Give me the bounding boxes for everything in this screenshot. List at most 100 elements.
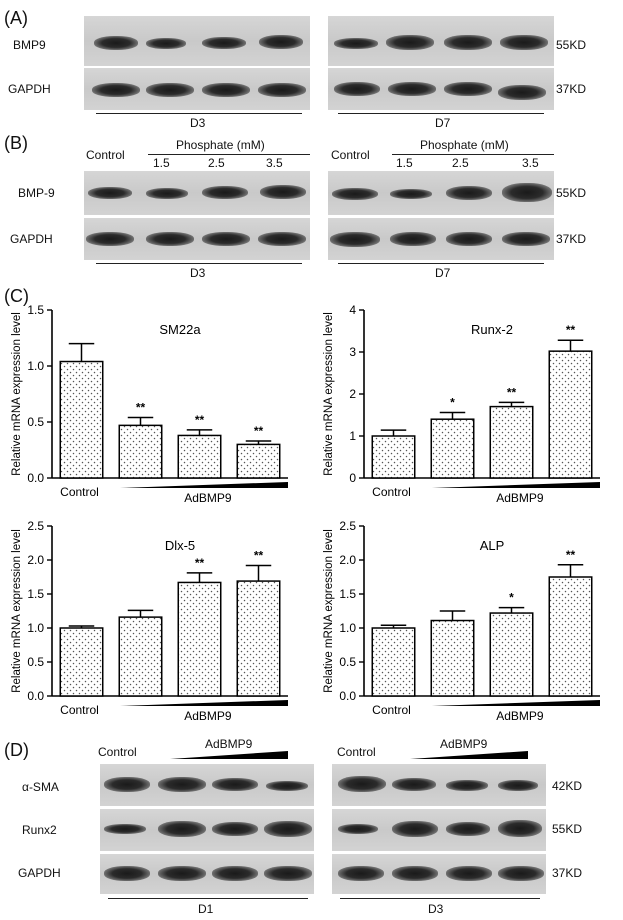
bar (489, 612, 534, 697)
blot-b-d3-gapdh (84, 218, 310, 260)
panel-b-conc-right-3: 3.5 (522, 156, 539, 170)
panel-d-control-right: Control (337, 745, 376, 759)
panel-d-label: (D) (4, 740, 29, 760)
panel-b-d3-underline (96, 263, 302, 264)
y-tick-label: 3 (349, 345, 356, 359)
blot-d-d1-gapdh (100, 854, 314, 894)
panel-b-control-left: Control (86, 148, 125, 162)
x-axis-label: AdBMP9 (184, 491, 232, 505)
bar (430, 619, 475, 697)
chart-2-plot: Relative mRNA expression level 0.0 0.5 1.0 1… (11, 519, 288, 723)
significance-mark: ** (254, 548, 264, 562)
dose-wedge (119, 482, 288, 488)
bar (177, 581, 222, 697)
panel-b-row-gapdh: GAPDH (10, 232, 53, 246)
bar (118, 616, 163, 697)
panel-d-control-left: Control (98, 745, 137, 759)
x-axis-label: AdBMP9 (496, 709, 544, 723)
panel-d-d1-underline (108, 898, 308, 899)
significance-mark: ** (566, 548, 576, 562)
panel-b-phosphate-left: Phosphate (mM) (176, 138, 265, 152)
chart-title: ALP (480, 538, 505, 553)
significance-mark: ** (136, 401, 146, 415)
chart-1-plot: Relative mRNA expression level 0 1 2 3 4 Runx-… (323, 303, 600, 505)
panel-a-group-d7: D7 (435, 116, 451, 130)
panel-a-row-gapdh: GAPDH (8, 82, 51, 96)
blot-a-d7-gapdh (328, 68, 554, 110)
chart-title: Dlx-5 (165, 538, 195, 553)
y-tick-label: 1.5 (339, 587, 356, 601)
bar (177, 434, 222, 479)
panel-a-size-37kd: 37KD (556, 82, 587, 96)
panel-a-group-d3: D3 (190, 116, 206, 130)
chart-runx2: Relative mRNA expression level 0 1 2 3 4 Runx-… (323, 303, 600, 505)
bar (236, 443, 281, 479)
panel-b-group-d3: D3 (190, 266, 206, 280)
panel-b-phosphate-left-line (148, 154, 310, 155)
panel-b-conc-left-1: 1.5 (153, 156, 170, 170)
significance-mark: ** (566, 323, 576, 337)
panel-b-size-55kd: 55KD (556, 186, 587, 200)
panel-d-wedge-right (410, 751, 528, 759)
dose-wedge (431, 700, 600, 706)
panel-b-row-bmp9: BMP-9 (18, 186, 55, 200)
chart-title: Runx-2 (471, 322, 513, 337)
panel-a-row-bmp9: BMP9 (13, 38, 46, 52)
x-tick-label: Control (60, 703, 99, 717)
significance-mark: ** (254, 424, 264, 438)
chart-3-plot: Relative mRNA expression level 0.0 0.5 1.0 1… (323, 519, 600, 723)
bar (548, 576, 593, 697)
panel-b-conc-left-2: 2.5 (208, 156, 225, 170)
blot-a-d7-bmp9 (328, 16, 554, 66)
blot-b-d3-bmp9 (84, 171, 310, 215)
y-tick-label: 1 (349, 429, 356, 443)
y-axis-label: Relative mRNA expression level (323, 529, 335, 693)
y-tick-label: 2.0 (27, 553, 44, 567)
y-tick-label: 2.5 (27, 519, 44, 533)
panel-d-wedge-left (170, 751, 288, 759)
chart-dlx5: Relative mRNA expression level 0.0 0.5 1.0 1… (11, 519, 288, 723)
chart-alp: Relative mRNA expression level 0.0 0.5 1.0 1… (323, 519, 600, 723)
panel-a-size-55kd: 55KD (556, 38, 587, 52)
blot-a-d3-bmp9 (84, 16, 310, 66)
bar (489, 405, 534, 479)
blot-a-d3-gapdh (84, 68, 310, 110)
y-tick-label: 1.0 (27, 621, 44, 635)
chart-title: SM22a (159, 322, 201, 337)
panel-b-conc-right-2: 2.5 (452, 156, 469, 170)
panel-b-conc-left-3: 3.5 (266, 156, 283, 170)
y-axis-label: Relative mRNA expression level (11, 529, 23, 693)
panel-b-d7-underline (338, 263, 544, 264)
blot-d-d3-asma (332, 764, 546, 806)
dose-wedge (119, 700, 288, 706)
y-tick-label: 0.5 (339, 655, 356, 669)
bar (59, 360, 104, 479)
panel-b-group-d7: D7 (435, 266, 451, 280)
y-axis-label: Relative mRNA expression level (11, 312, 23, 476)
y-axis-label: Relative mRNA expression level (323, 312, 335, 476)
panel-a-d3-underline (96, 113, 302, 114)
chart-0-plot: Relative mRNA expression level 0.0 0.5 1.0 1… (11, 303, 288, 505)
significance-mark: * (509, 591, 514, 605)
panel-b-phosphate-right-line (392, 154, 554, 155)
panel-d-size-55kd: 55KD (552, 822, 583, 836)
panel-d-size-42kd: 42KD (552, 779, 583, 793)
y-tick-label: 0.5 (27, 655, 44, 669)
panel-d-size-37kd: 37KD (552, 866, 583, 880)
y-tick-label: 0.0 (339, 689, 356, 703)
y-tick-label: 0.0 (27, 689, 44, 703)
blot-d-d1-runx2 (100, 809, 314, 851)
panel-b-phosphate-right: Phosphate (mM) (420, 138, 509, 152)
panel-d-d3-underline (340, 898, 540, 899)
panel-d-row-gapdh: GAPDH (18, 866, 61, 880)
y-tick-label: 2 (349, 387, 356, 401)
panel-d-row-asma: α-SMA (22, 780, 59, 794)
x-tick-label: Control (60, 485, 99, 499)
panel-c-label: (C) (4, 286, 29, 306)
bar (371, 435, 416, 479)
y-tick-label: 1.5 (27, 303, 44, 317)
y-tick-label: 1.0 (339, 621, 356, 635)
x-tick-label: Control (372, 703, 411, 717)
panel-b-control-right: Control (331, 148, 370, 162)
panel-b-label: (B) (4, 133, 28, 153)
